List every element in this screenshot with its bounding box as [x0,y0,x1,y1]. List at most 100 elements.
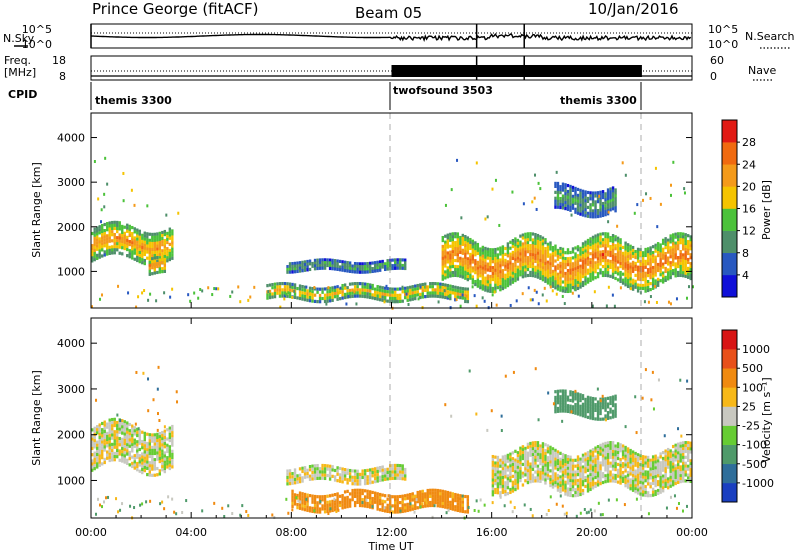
heatmap-cell [685,504,688,508]
heatmap-cell [559,252,562,257]
colorbar-swatch [722,142,737,165]
heatmap-cell [555,502,558,506]
heatmap-cell [656,488,660,493]
heatmap-cell [449,259,452,263]
heatmap-cell [584,261,587,265]
heatmap-cell [156,428,159,432]
heatmap-cell [544,451,547,456]
heatmap-cell [466,242,470,246]
heatmap-cell [531,458,535,463]
heatmap-cell [336,469,339,473]
heatmap-cell [396,258,399,262]
heatmap-cell [147,298,150,302]
heatmap-cell [126,458,129,462]
heatmap-cell [674,470,677,474]
heatmap-cell [676,451,680,455]
heatmap-cell [566,466,570,470]
heatmap-cell [599,271,602,275]
heatmap-cell [554,277,557,281]
heatmap-cell [609,202,612,206]
heatmap-cell [391,463,394,468]
heatmap-cell [584,279,587,283]
heatmap-cell [474,282,477,287]
heatmap-cell [559,282,562,286]
heatmap-cell [504,258,507,262]
heatmap-cell [459,296,462,300]
heatmap-cell [619,469,622,473]
heatmap-cell [496,455,500,460]
heatmap-cell [606,200,610,204]
heatmap-cell [509,252,512,256]
heatmap-cell [591,191,595,195]
heatmap-cell [461,293,464,297]
heatmap-cell [599,232,602,236]
heatmap-cell [153,448,157,452]
heatmap-cell [651,277,655,282]
heatmap-cell [516,268,520,272]
heatmap-cell [389,506,392,510]
heatmap-cell [644,274,647,278]
heatmap-cell [469,246,472,251]
heatmap-cell [496,259,500,263]
heatmap-cell [363,282,367,286]
heatmap-cell [566,201,570,206]
heatmap-cell [131,232,134,236]
heatmap-cell [419,295,422,300]
heatmap-cell [564,265,567,270]
heatmap-cell [163,442,167,446]
heatmap-cell [135,370,138,374]
heatmap-cell [158,237,162,242]
heatmap-cell [148,260,151,265]
heatmap-cell [161,270,164,274]
heatmap-cell [606,232,610,236]
heatmap-cell [371,467,374,471]
heatmap-cell [291,264,294,269]
heatmap-cell [444,261,447,265]
heatmap-cell [564,277,567,282]
heatmap-cell [614,197,617,201]
heatmap-cell [407,302,410,306]
heatmap-cell [131,464,134,469]
heatmap-cell [466,501,470,505]
heatmap-cell [476,248,480,253]
heatmap-cell [611,269,615,273]
heatmap-cell [599,241,602,245]
heatmap-cell [656,465,660,469]
heatmap-cell [641,472,645,476]
heatmap-cell [671,468,675,472]
heatmap-cell [599,406,602,410]
heatmap-cell [614,414,617,418]
heatmap-cell [661,250,665,254]
heatmap-cell [481,263,485,267]
heatmap-cell [98,451,101,455]
heatmap-cell [556,401,560,405]
heatmap-cell [561,262,565,266]
heatmap-cell [531,456,535,460]
heatmap-cell [156,259,159,263]
heatmap-cell [91,446,94,451]
heatmap-cell [151,244,154,249]
heatmap-cell [594,264,597,268]
heatmap-cell [636,476,640,480]
heatmap-cell [607,498,610,502]
heatmap-cell [383,292,387,297]
heatmap-cell [594,203,597,207]
heatmap-cell [601,232,605,236]
heatmap-cell [291,495,294,499]
heatmap-cell [671,450,675,455]
heatmap-cell [604,232,607,236]
heatmap-cell [358,494,362,498]
heatmap-cell [316,266,319,271]
heatmap-cell [579,398,582,403]
heatmap-cell [571,464,575,468]
heatmap-cell [626,255,630,259]
heatmap-cell [311,261,314,266]
heatmap-cell [123,460,126,464]
heatmap-cell [371,490,374,495]
heatmap-cell [524,268,527,272]
heatmap-cell [378,285,382,289]
heatmap-cell [353,475,357,480]
heatmap-cell [441,289,444,293]
heatmap-cell [581,266,585,270]
